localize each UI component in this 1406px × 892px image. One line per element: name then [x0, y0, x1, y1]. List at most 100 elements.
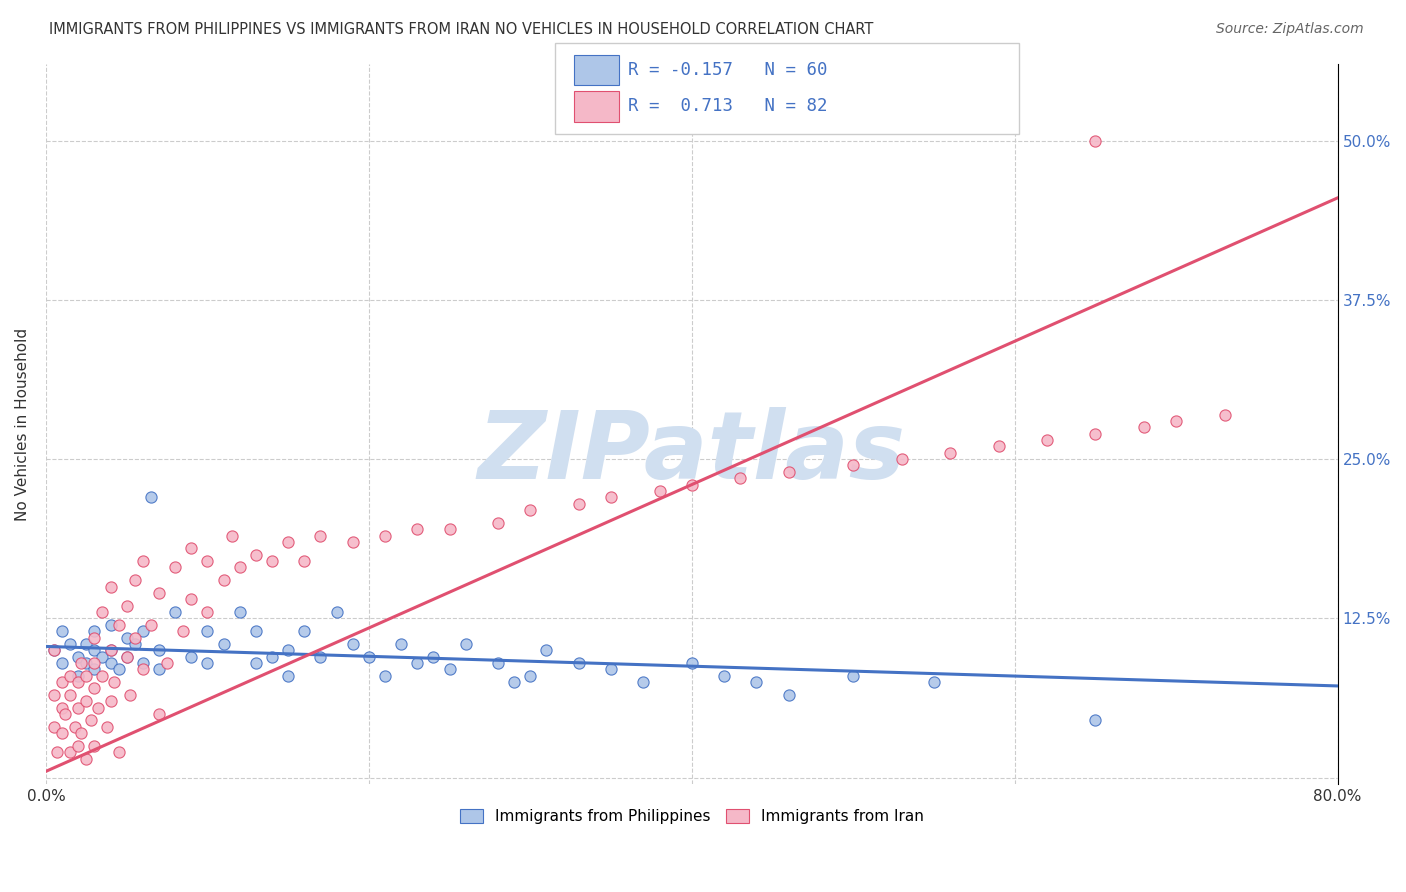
Point [83, 662, 105, 676]
Point [148, 586, 170, 600]
Point [83, 681, 105, 696]
Point [132, 656, 155, 670]
Point [939, 446, 962, 460]
Point [115, 649, 138, 664]
Point [70, 656, 93, 670]
Point [309, 528, 332, 542]
Point [260, 554, 283, 568]
Point [342, 637, 364, 651]
Point [103, 675, 125, 690]
Point [100, 643, 122, 657]
Text: Source: ZipAtlas.com: Source: ZipAtlas.com [1216, 22, 1364, 37]
Point [439, 662, 461, 676]
Point [374, 528, 396, 542]
Point [100, 694, 122, 708]
Point [842, 458, 865, 473]
Point [75, 637, 97, 651]
Point [1084, 426, 1107, 441]
Point [277, 669, 299, 683]
Point [309, 649, 332, 664]
Point [180, 649, 202, 664]
Point [124, 573, 146, 587]
Point [245, 624, 267, 639]
Point [212, 573, 235, 587]
Point [633, 675, 655, 690]
Point [325, 605, 347, 619]
Point [292, 624, 315, 639]
Point [91, 649, 114, 664]
Point [713, 669, 735, 683]
Point [1213, 408, 1236, 422]
Point [987, 439, 1010, 453]
Point [139, 617, 162, 632]
Point [197, 624, 219, 639]
Point [148, 662, 170, 676]
Point [245, 548, 267, 562]
Point [59, 745, 82, 759]
Point [406, 656, 429, 670]
Point [890, 452, 912, 467]
Point [503, 675, 526, 690]
Point [778, 465, 800, 479]
Point [148, 706, 170, 721]
Point [83, 656, 105, 670]
Point [197, 656, 219, 670]
Point [83, 624, 105, 639]
Point [165, 560, 187, 574]
Point [1133, 420, 1156, 434]
Point [124, 631, 146, 645]
Point [75, 751, 97, 765]
Point [67, 739, 90, 753]
Point [51, 675, 73, 690]
Point [42, 688, 65, 702]
Point [486, 656, 509, 670]
Point [374, 669, 396, 683]
Point [139, 491, 162, 505]
Point [132, 554, 155, 568]
Point [115, 649, 138, 664]
Point [228, 605, 250, 619]
Point [277, 643, 299, 657]
Point [80, 714, 103, 728]
Point [96, 720, 118, 734]
Point [100, 656, 122, 670]
Point [91, 605, 114, 619]
Point [342, 535, 364, 549]
Point [422, 649, 444, 664]
Point [180, 592, 202, 607]
Point [568, 497, 591, 511]
Point [46, 745, 69, 759]
Point [67, 700, 90, 714]
Point [292, 554, 315, 568]
Point [107, 617, 129, 632]
Point [1084, 134, 1107, 148]
Point [100, 643, 122, 657]
Point [132, 624, 155, 639]
Point [1084, 714, 1107, 728]
Point [519, 503, 541, 517]
Point [600, 491, 623, 505]
Point [107, 662, 129, 676]
Point [197, 605, 219, 619]
Point [115, 599, 138, 613]
Point [51, 700, 73, 714]
Text: R =  0.713   N = 82: R = 0.713 N = 82 [628, 97, 828, 115]
Point [842, 669, 865, 683]
Point [648, 483, 671, 498]
Point [67, 669, 90, 683]
Point [124, 637, 146, 651]
Point [519, 669, 541, 683]
Point [1036, 433, 1059, 447]
Point [439, 522, 461, 536]
Point [67, 649, 90, 664]
Point [357, 649, 380, 664]
Point [118, 688, 141, 702]
Point [51, 726, 73, 740]
Point [42, 643, 65, 657]
Point [59, 688, 82, 702]
Point [260, 649, 283, 664]
Point [86, 700, 108, 714]
Point [172, 624, 194, 639]
Point [536, 643, 558, 657]
Point [486, 516, 509, 530]
